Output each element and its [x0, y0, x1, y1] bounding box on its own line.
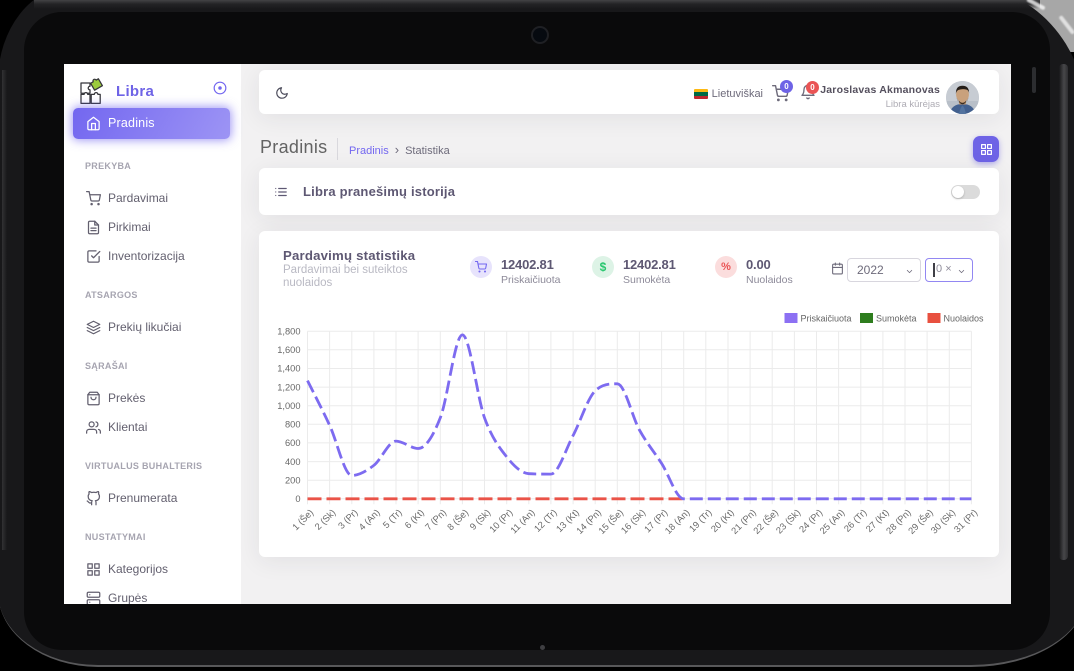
svg-text:31 (Pr): 31 (Pr) [952, 507, 979, 534]
svg-text:1,000: 1,000 [277, 401, 300, 411]
svg-text:26 (Tr): 26 (Tr) [842, 507, 869, 534]
svg-text:400: 400 [285, 457, 301, 467]
svg-text:1,200: 1,200 [277, 382, 300, 392]
svg-text:16 (Sk): 16 (Sk) [619, 507, 647, 535]
svg-text:7 (Pn): 7 (Pn) [423, 507, 448, 532]
svg-text:1,400: 1,400 [277, 364, 300, 374]
svg-text:Nuolaidos: Nuolaidos [944, 314, 985, 324]
svg-text:8 (Še): 8 (Še) [445, 507, 470, 532]
svg-text:1 (Še): 1 (Še) [290, 507, 315, 532]
svg-text:800: 800 [285, 420, 301, 430]
svg-text:30 (Sk): 30 (Sk) [929, 507, 957, 535]
svg-text:0: 0 [295, 494, 300, 504]
svg-text:200: 200 [285, 475, 301, 485]
svg-text:11 (An): 11 (An) [509, 507, 537, 535]
svg-text:4 (An): 4 (An) [357, 507, 382, 532]
svg-text:3 (Pr): 3 (Pr) [336, 507, 360, 531]
svg-text:25 (An): 25 (An) [818, 507, 847, 536]
svg-text:5 (Tr): 5 (Tr) [381, 507, 404, 530]
svg-text:Sumokėta: Sumokėta [876, 314, 917, 324]
svg-text:1,800: 1,800 [277, 326, 300, 336]
svg-text:23 (Sk): 23 (Sk) [774, 507, 802, 535]
svg-text:600: 600 [285, 438, 301, 448]
svg-text:6 (Kt): 6 (Kt) [403, 507, 426, 530]
svg-text:19 (Tr): 19 (Tr) [687, 507, 714, 534]
svg-text:1,600: 1,600 [277, 345, 300, 355]
svg-text:18 (An): 18 (An) [663, 507, 692, 536]
svg-text:Priskaičiuota: Priskaičiuota [801, 314, 852, 324]
svg-text:12 (Tr): 12 (Tr) [532, 507, 559, 534]
svg-text:2 (Sk): 2 (Sk) [313, 507, 338, 532]
